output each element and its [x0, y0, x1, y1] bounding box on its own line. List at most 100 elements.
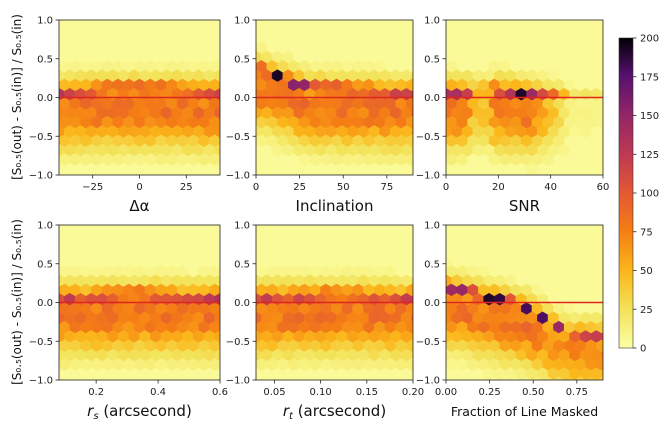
colorbar-tick-label: 100	[640, 189, 659, 200]
y-axis-label-bottom: [S₀.₅(out) - S₀.₅(in)] / S₀.₅(in)	[10, 219, 24, 385]
x-axis-label: Δα	[129, 197, 149, 215]
panel-inclination: 0 25 50 75 −1.0 −0.5 0.0 0.5 1.0 Inclination	[226, 16, 414, 215]
x-tick-label: 20	[492, 182, 505, 193]
x-axis-label: rt (arcsecond)	[283, 402, 386, 422]
hex-cell	[596, 376, 603, 380]
x-tick-label: 0.20	[402, 387, 424, 398]
y-tick-label: −0.5	[29, 132, 53, 143]
x-tick-label: 25	[180, 182, 193, 193]
colorbar-tick-label: 50	[640, 266, 653, 277]
hex-cell	[456, 153, 468, 166]
y-tick-label: 0.5	[37, 259, 53, 270]
y-tick-label: 0.5	[234, 54, 250, 65]
x-tick-label: 60	[597, 182, 610, 193]
x-tick-label: 0.15	[356, 387, 378, 398]
y-tick-label: −1.0	[226, 171, 250, 182]
x-tick-label: 0.05	[263, 387, 285, 398]
y-tick-label: −1.0	[416, 171, 440, 182]
hex-cell	[219, 63, 220, 70]
y-tick-label: −1.0	[29, 376, 53, 387]
colorbar-gradient	[618, 37, 634, 349]
hex-cell	[406, 153, 413, 166]
y-tick-label: 1.0	[37, 16, 53, 27]
hex-cell	[542, 376, 554, 380]
y-tick-label: −0.5	[416, 337, 440, 348]
panel-delta-alpha: −25 0 25 −1.0 −0.5 0.0 0.5 1.0 Δα	[29, 16, 221, 215]
x-tick-label: −25	[82, 182, 103, 193]
hex-cell	[585, 376, 597, 380]
x-tick-label: 0.00	[435, 387, 457, 398]
y-axis-labels: [S₀.₅(out) - S₀.₅(in)] / S₀.₅(in) [S₀.₅(…	[10, 14, 24, 385]
y-tick-label: −0.5	[226, 132, 250, 143]
panels: −25 0 25 −1.0 −0.5 0.0 0.5 1.0 Δα 0 25 50 75 −1.0 −0.5…	[29, 16, 610, 423]
colorbar-tick-label: 150	[640, 111, 659, 122]
y-axis-label-top: [S₀.₅(out) - S₀.₅(in)] / S₀.₅(in)	[10, 14, 24, 180]
y-tick-label: −1.0	[29, 171, 53, 182]
colorbar-tick-label: 75	[640, 227, 653, 238]
colorbar-tick-label: 175	[640, 72, 659, 83]
hexbin-cells	[446, 255, 603, 380]
hex-cell	[219, 100, 220, 107]
panel-r-s: 0.2 0.4 0.6 −1.0 −0.5 0.0 0.5 1.0 rs (arcsecond)	[29, 221, 228, 423]
colorbar: 0 25 50 75 100 125 150 175 200	[618, 34, 659, 355]
x-tick-label: 50	[337, 182, 350, 193]
hex-cell	[406, 358, 413, 371]
x-tick-label: 75	[380, 182, 393, 193]
hexbin-cells	[59, 60, 220, 166]
x-tick-label: 0.6	[212, 387, 228, 398]
hex-cell	[219, 119, 220, 126]
hex-cell	[563, 376, 576, 380]
panel-fraction-masked: 0.00 0.25 0.50 0.75 −1.0 −0.5 0.0 0.5 1.0 Fractio…	[416, 221, 604, 419]
hex-cell	[219, 156, 220, 163]
x-tick-label: 40	[544, 182, 557, 193]
y-tick-label: 0.0	[234, 298, 250, 309]
x-axis-label: rs (arcsecond)	[87, 402, 192, 422]
hexbin-cells	[59, 265, 220, 371]
hex-cell	[558, 143, 570, 157]
y-tick-label: 0.0	[37, 93, 53, 104]
x-tick-label: 0	[443, 182, 449, 193]
x-tick-label: 0.10	[310, 387, 332, 398]
y-tick-label: 0.0	[37, 298, 53, 309]
colorbar-tick-label: 25	[640, 305, 653, 316]
hex-cell	[553, 376, 565, 380]
x-tick-label: 0.4	[150, 387, 166, 398]
y-tick-label: −1.0	[226, 376, 250, 387]
y-tick-label: 0.5	[234, 259, 250, 270]
y-tick-label: 1.0	[234, 16, 250, 27]
x-axis-label: Inclination	[296, 197, 374, 215]
x-tick-label: 25	[293, 182, 306, 193]
hex-cell	[209, 358, 220, 371]
y-tick-label: −0.5	[29, 337, 53, 348]
y-tick-label: 0.0	[424, 93, 440, 104]
hex-cell	[209, 153, 220, 166]
x-tick-label: 0.50	[522, 387, 544, 398]
hex-cell	[219, 305, 220, 312]
y-tick-label: 0.5	[424, 259, 440, 270]
hex-cell	[219, 81, 220, 89]
hex-cell	[526, 162, 538, 175]
hex-cell	[219, 324, 220, 331]
colorbar-tick-label: 200	[640, 34, 659, 45]
y-tick-label: 0.0	[234, 93, 250, 104]
hex-cell	[580, 125, 592, 139]
hex-cell	[596, 115, 603, 129]
y-tick-label: −0.5	[226, 337, 250, 348]
y-tick-label: −1.0	[416, 376, 440, 387]
x-axis-label: Fraction of Line Masked	[451, 404, 598, 419]
y-tick-label: 1.0	[37, 221, 53, 232]
hex-cell	[219, 286, 220, 294]
y-tick-label: 0.5	[37, 54, 53, 65]
x-axis-label: SNR	[509, 197, 540, 215]
x-tick-label: 0	[253, 182, 259, 193]
hex-cell	[531, 376, 543, 380]
y-tick-label: 0.0	[424, 298, 440, 309]
y-tick-label: 0.5	[424, 54, 440, 65]
x-tick-label: 0.25	[478, 387, 500, 398]
colorbar-ticks: 0 25 50 75 100 125 150 175 200	[633, 34, 659, 355]
y-tick-label: 1.0	[424, 16, 440, 27]
panel-snr: 0 20 40 60 −1.0 −0.5 0.0 0.5 1.0 SNR	[416, 16, 610, 216]
colorbar-tick-label: 0	[640, 344, 646, 355]
hex-cell	[574, 376, 586, 380]
